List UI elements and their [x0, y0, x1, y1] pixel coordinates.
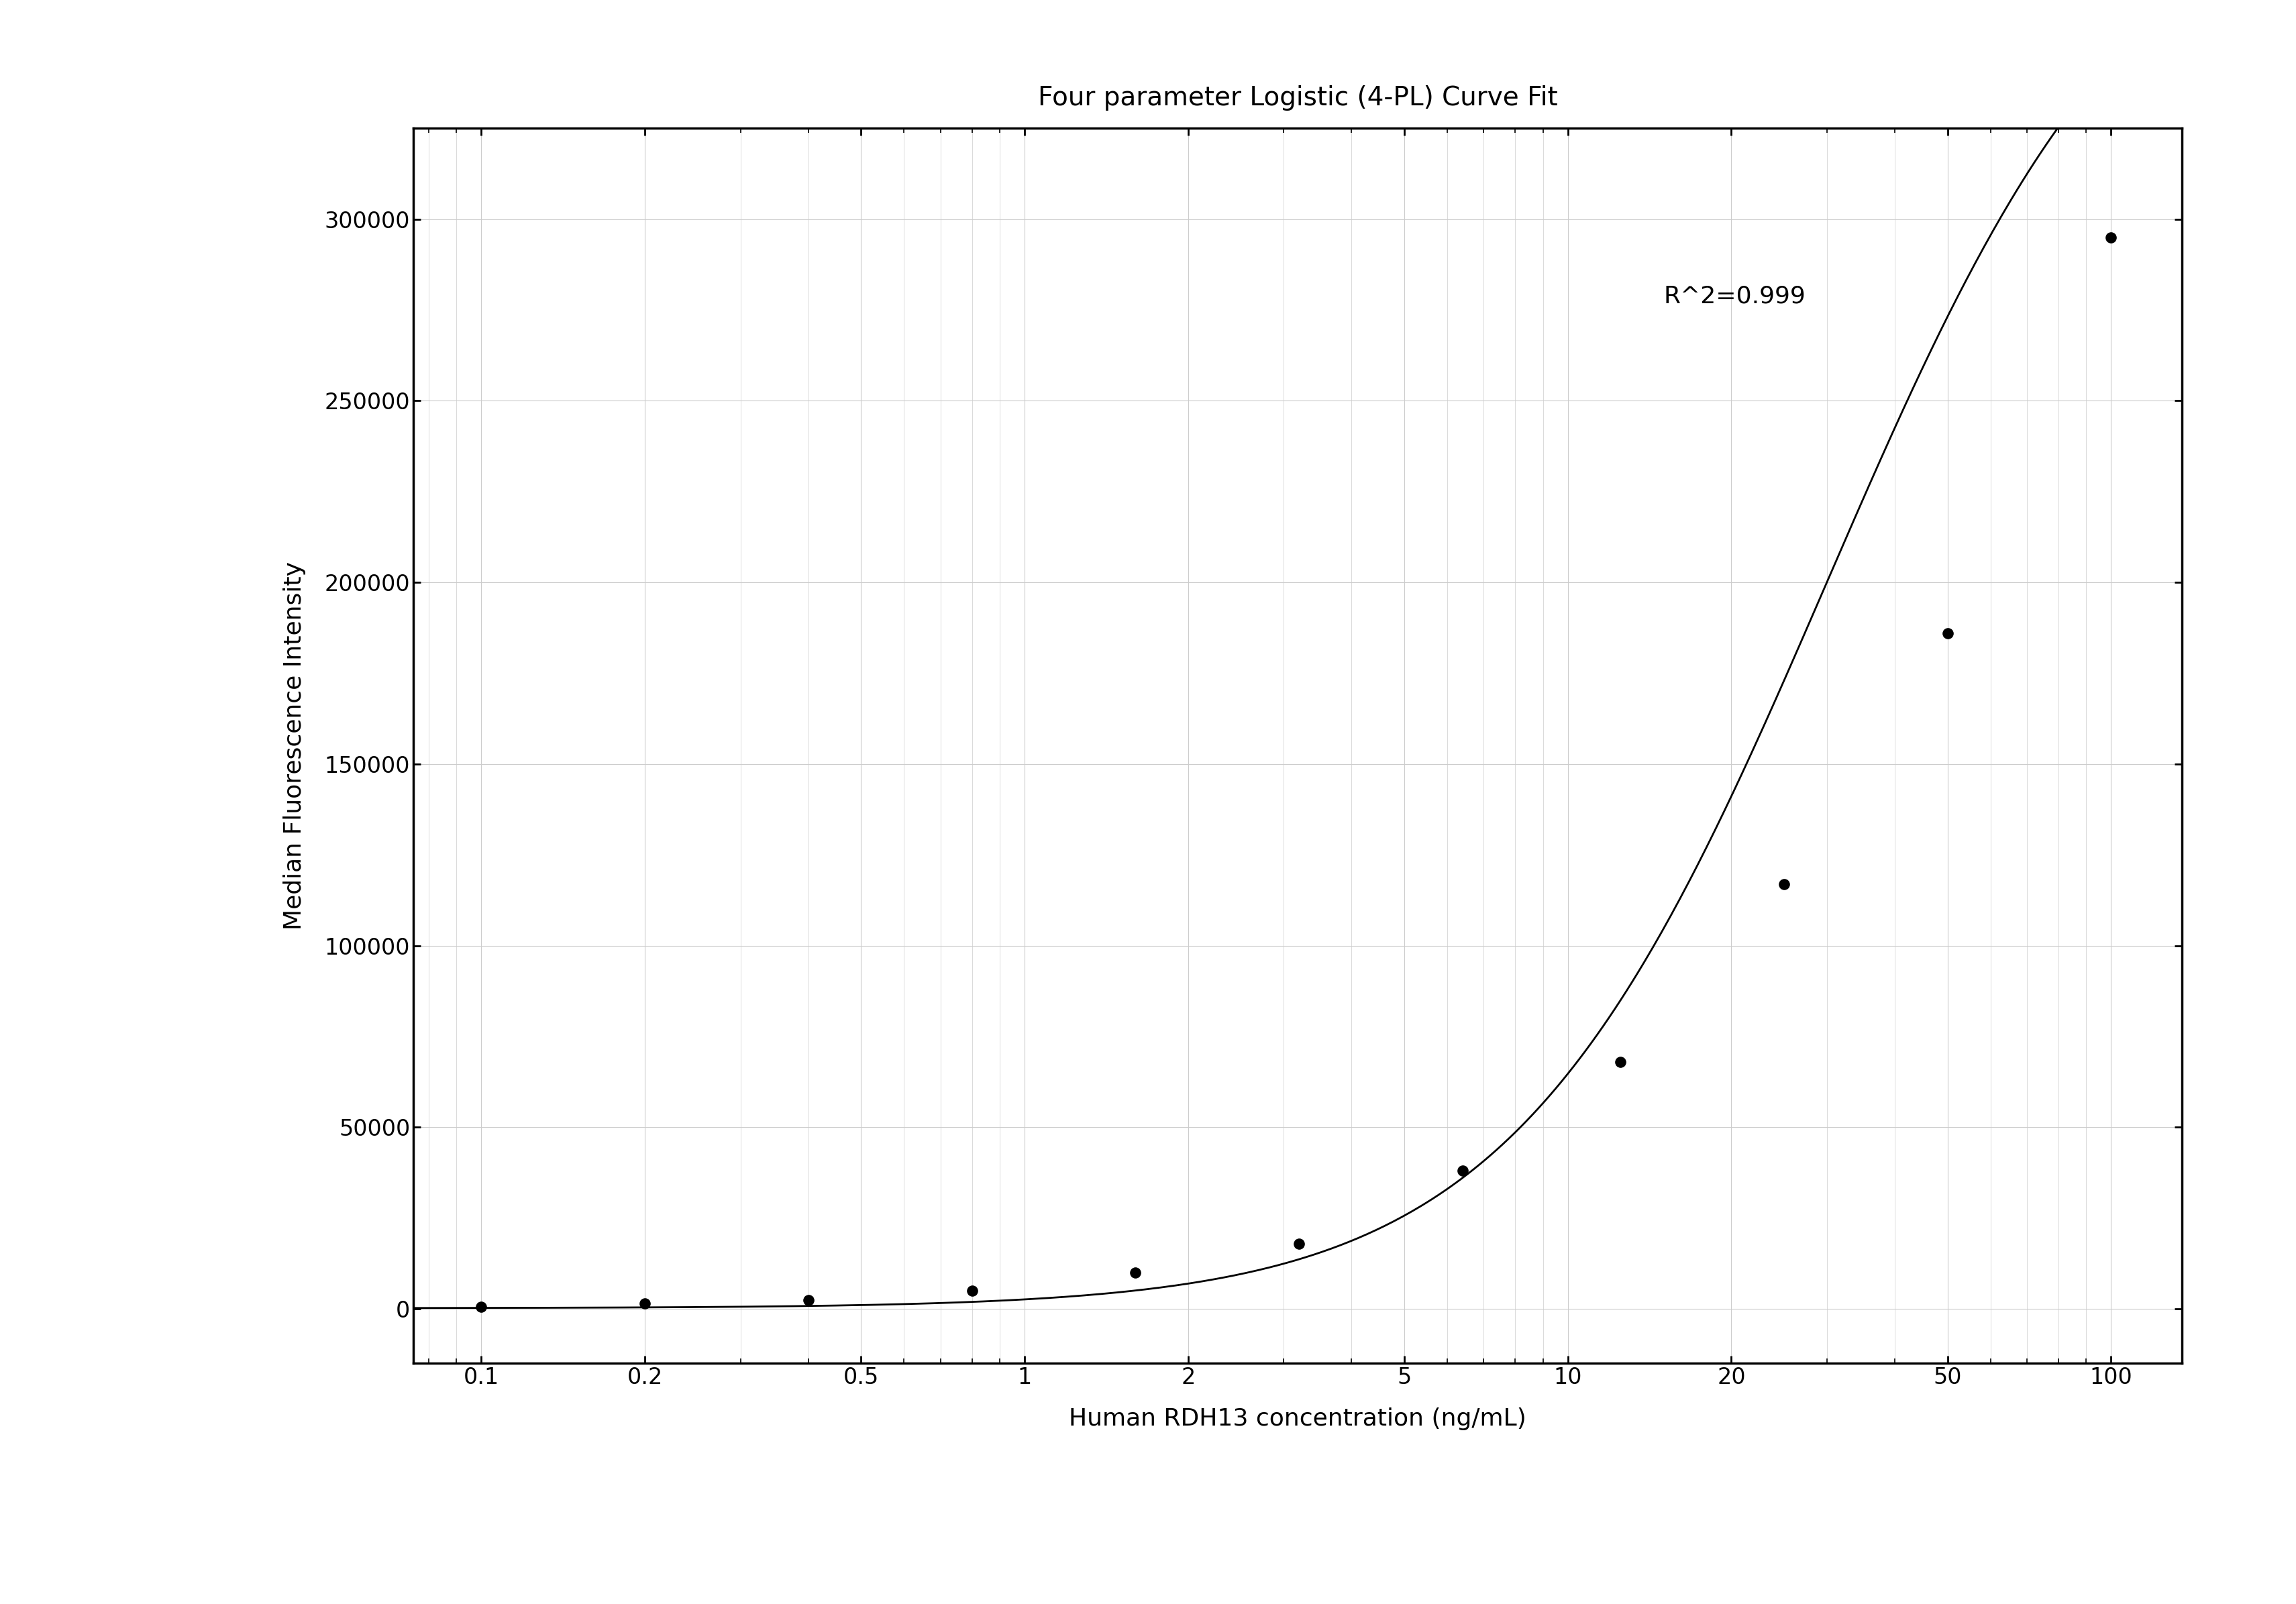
- Point: [1766, 871, 1802, 897]
- Y-axis label: Median Fluorescence Intensity: Median Fluorescence Intensity: [282, 561, 305, 930]
- Point: [1116, 1259, 1153, 1285]
- Point: [1281, 1230, 1318, 1256]
- Point: [1603, 1049, 1639, 1075]
- Point: [1444, 1158, 1481, 1184]
- Title: Four parameter Logistic (4-PL) Curve Fit: Four parameter Logistic (4-PL) Curve Fit: [1038, 85, 1557, 111]
- Point: [464, 1294, 501, 1320]
- Text: R^2=0.999: R^2=0.999: [1662, 284, 1805, 308]
- X-axis label: Human RDH13 concentration (ng/mL): Human RDH13 concentration (ng/mL): [1068, 1407, 1527, 1431]
- Point: [627, 1291, 664, 1317]
- Point: [953, 1278, 990, 1304]
- Point: [1929, 621, 1965, 646]
- Point: [2092, 225, 2128, 250]
- Point: [790, 1286, 827, 1312]
